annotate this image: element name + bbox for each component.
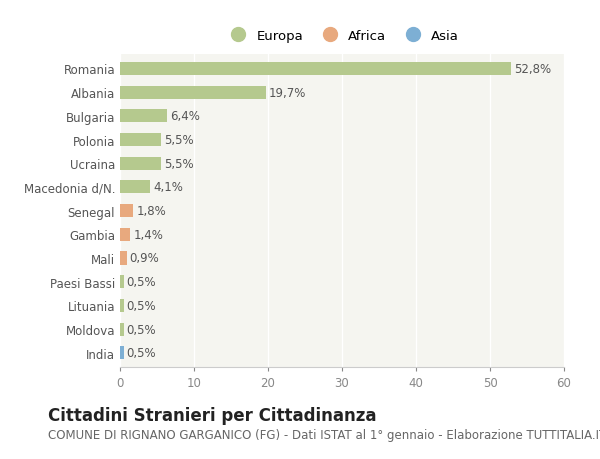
Bar	[120, 252, 127, 265]
Text: 52,8%: 52,8%	[514, 63, 551, 76]
Text: Cittadini Stranieri per Cittadinanza: Cittadini Stranieri per Cittadinanza	[48, 406, 377, 424]
Bar	[120, 157, 161, 170]
Text: COMUNE DI RIGNANO GARGANICO (FG) - Dati ISTAT al 1° gennaio - Elaborazione TUTTI: COMUNE DI RIGNANO GARGANICO (FG) - Dati …	[48, 428, 600, 441]
Text: 5,5%: 5,5%	[164, 157, 193, 170]
Text: 5,5%: 5,5%	[164, 134, 193, 147]
Bar	[120, 347, 124, 359]
Text: 6,4%: 6,4%	[170, 110, 200, 123]
Bar	[120, 86, 266, 100]
Bar	[120, 228, 130, 241]
Bar	[120, 181, 151, 194]
Text: 0,5%: 0,5%	[127, 323, 156, 336]
Bar	[120, 134, 161, 147]
Text: 1,4%: 1,4%	[133, 228, 163, 241]
Text: 1,8%: 1,8%	[136, 205, 166, 218]
Text: 0,5%: 0,5%	[127, 275, 156, 289]
Text: 0,5%: 0,5%	[127, 347, 156, 359]
Text: 0,5%: 0,5%	[127, 299, 156, 312]
Bar	[120, 275, 124, 289]
Bar	[120, 63, 511, 76]
Bar	[120, 299, 124, 312]
Bar	[120, 110, 167, 123]
Text: 4,1%: 4,1%	[154, 181, 183, 194]
Bar	[120, 323, 124, 336]
Legend: Europa, Africa, Asia: Europa, Africa, Asia	[220, 24, 464, 48]
Bar	[120, 205, 133, 218]
Text: 19,7%: 19,7%	[269, 86, 306, 100]
Text: 0,9%: 0,9%	[130, 252, 160, 265]
